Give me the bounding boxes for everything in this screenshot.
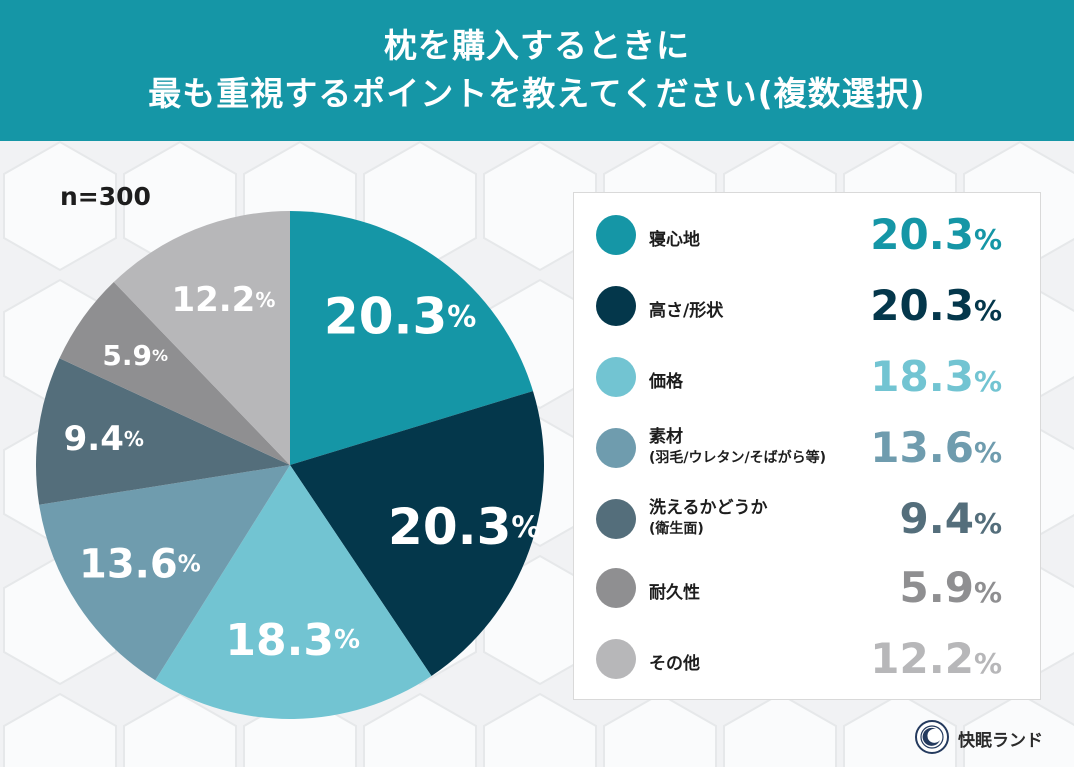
pie-slice-label: 5.9% (102, 338, 168, 371)
legend-item: その他 12.2% (574, 629, 1042, 689)
pie-slice (36, 358, 290, 505)
pie-slice (39, 465, 290, 681)
legend-item: 価格 18.3% (574, 347, 1042, 407)
legend-item: 素材 (羽毛/ウレタン/そばがら等) 13.6% (574, 418, 1042, 478)
pie-slice-label: 20.3% (388, 498, 540, 556)
legend-value: 20.3% (870, 210, 1002, 259)
legend-label: 高さ/形状 (649, 301, 724, 321)
legend-item: 耐久性 5.9% (574, 558, 1042, 618)
pie-slice-label: 20.3% (324, 287, 476, 345)
legend-swatch (596, 286, 636, 326)
pie-chart: 20.3% 20.3% 18.3% 13.6% 9.4% 5.9%12.2% (36, 211, 544, 719)
sample-size-label: n=300 (60, 182, 151, 211)
pie-slice-label: 13.6% (79, 541, 201, 587)
legend-label: 寝心地 (649, 230, 700, 250)
pie-slice (59, 282, 290, 465)
pie-slice (113, 211, 290, 465)
chart-title-banner: 枕を購入するときに 最も重視するポイントを教えてください(複数選択) (0, 0, 1074, 141)
legend-value: 9.4% (899, 494, 1002, 543)
legend-swatch (596, 499, 636, 539)
pie-slice-label: 18.3% (225, 614, 360, 665)
legend-label: その他 (649, 654, 700, 674)
brand-name: 快眠ランド (958, 731, 1043, 751)
legend-item: 高さ/形状 20.3% (574, 276, 1042, 336)
legend-swatch (596, 215, 636, 255)
sleep-brand-logo-icon (915, 720, 949, 754)
legend-value: 5.9% (899, 563, 1002, 612)
legend-swatch (596, 357, 636, 397)
legend-label: 素材 (羽毛/ウレタン/そばがら等) (649, 427, 827, 466)
legend-swatch (596, 428, 636, 468)
pie-slice-label: 12.2% (171, 280, 275, 320)
legend-item: 寝心地 20.3% (574, 205, 1042, 265)
chart-title-line-2: 最も重視するポイントを教えてください(複数選択) (148, 74, 926, 113)
pie-slice (290, 211, 534, 465)
legend-value: 12.2% (870, 634, 1002, 683)
pie-slice (155, 465, 432, 719)
legend-value: 18.3% (870, 352, 1002, 401)
legend-item: 洗えるかどうか (衛生面) 9.4% (574, 489, 1042, 549)
pie-slice-label: 9.4% (64, 419, 144, 459)
legend-value: 20.3% (870, 281, 1002, 330)
legend-label: 価格 (649, 372, 683, 392)
legend-value: 13.6% (870, 423, 1002, 472)
legend-swatch (596, 568, 636, 608)
legend-swatch (596, 639, 636, 679)
legend-label: 耐久性 (649, 583, 700, 603)
chart-title-line-1: 枕を購入するときに (384, 26, 690, 65)
legend-panel: 寝心地 20.3% 高さ/形状 20.3% 価格 18.3% 素材 (羽毛/ウレタ… (573, 192, 1041, 700)
legend-label: 洗えるかどうか (衛生面) (649, 498, 768, 537)
pie-slice (290, 391, 544, 676)
